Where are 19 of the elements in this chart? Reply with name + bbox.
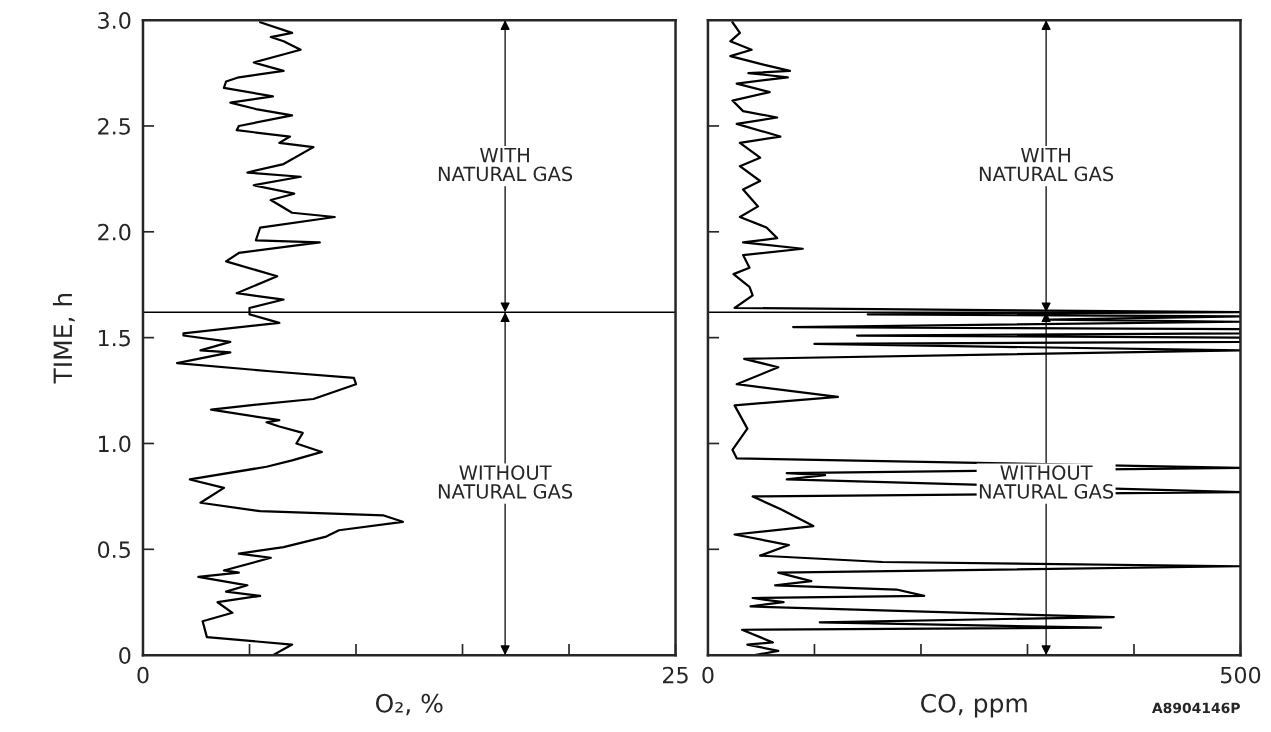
- x-tick-label: 0: [702, 666, 714, 684]
- annotation: WITH NATURAL GAS: [979, 147, 1114, 182]
- x-tick-label: 500: [1221, 666, 1261, 684]
- x-axis-title: CO, ppm: [921, 693, 1027, 718]
- annotation: WITH NATURAL GAS: [438, 147, 573, 182]
- y-tick-label: 2.0: [98, 223, 131, 241]
- y-tick-label: 0.5: [98, 541, 130, 559]
- x-tick-label: 0: [137, 666, 149, 684]
- y-tick-label: 1.5: [98, 329, 130, 347]
- y-tick-label: 0: [119, 647, 131, 664]
- y-tick-label: 1.0: [98, 435, 131, 453]
- x-tick-label: 25: [663, 666, 688, 684]
- y-tick-label: 2.5: [98, 117, 130, 135]
- text: A8904146P: [1151, 702, 1240, 714]
- x-axis-title: O₂, %: [375, 693, 443, 716]
- annotation: WITHOUT NATURAL GAS: [438, 465, 573, 499]
- y-axis-title: TIME, h: [52, 293, 75, 384]
- y-tick-label: 3.0: [98, 12, 131, 29]
- annotation: WITHOUT NATURAL GAS: [979, 465, 1114, 499]
